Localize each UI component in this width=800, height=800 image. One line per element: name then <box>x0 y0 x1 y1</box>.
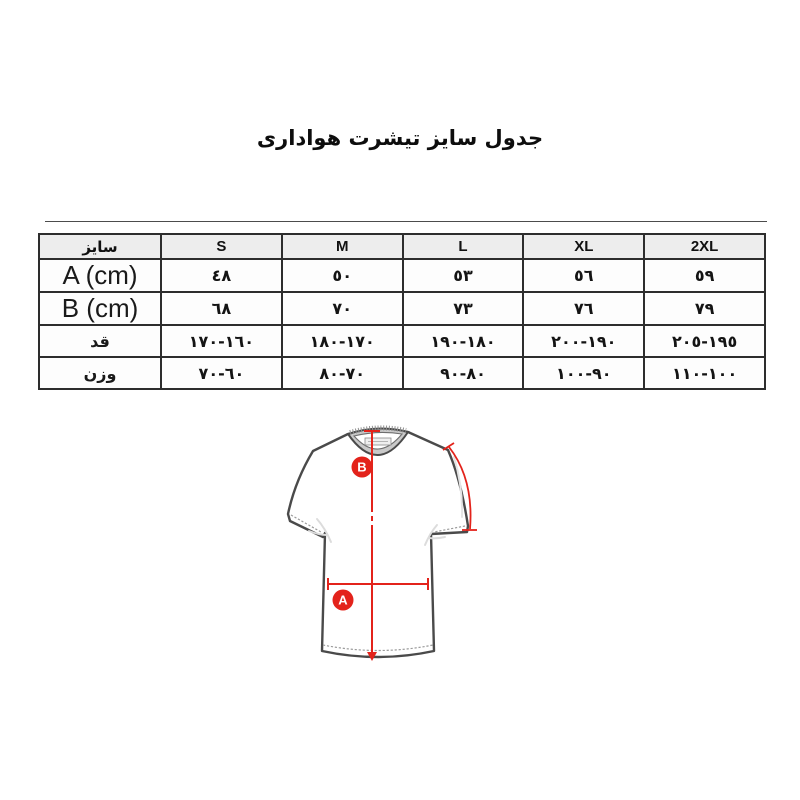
table-row: قد ١٦٠-١٧٠ ١٧٠-١٨٠ ١٨٠-١٩٠ ١٩٠-٢٠٠ ١٩٥-٢٠٥ <box>38 324 766 358</box>
hem-stitching <box>290 514 466 652</box>
sleeve-measurement-curve <box>442 442 477 531</box>
column-header: XL <box>522 233 646 260</box>
tshirt-measurement-diagram: B A <box>286 425 477 661</box>
column-header: S <box>160 233 283 260</box>
size-table-header-row: سایز S M L XL 2XL <box>38 233 766 260</box>
size-value-cell: ١٩٥-٢٠٥ <box>643 324 766 358</box>
tshirt-outline <box>286 428 470 659</box>
size-value-cell: ١٠٠-١١٠ <box>643 356 766 390</box>
column-header: 2XL <box>643 233 766 260</box>
size-value-cell: ٥٦ <box>522 258 646 293</box>
column-header: L <box>401 233 525 260</box>
size-value-cell: ٧٩ <box>643 291 766 326</box>
size-table: سایز S M L XL 2XL A (cm) ٤٨ ٥٠ ٥٣ ٥٦ ٥٩ B (cm) ٦٨ ٧٠ ٧… <box>38 233 766 390</box>
size-value-cell: ١٩٠-٢٠٠ <box>522 324 646 358</box>
table-row: A (cm) ٤٨ ٥٠ ٥٣ ٥٦ ٥٩ <box>38 258 766 293</box>
size-value-cell: ٤٨ <box>160 258 283 293</box>
row-label: B (cm) <box>38 291 162 326</box>
size-value-cell: ٦٨ <box>160 291 283 326</box>
size-value-cell: ٥٩ <box>643 258 766 293</box>
size-value-cell: ٥٣ <box>401 258 525 293</box>
table-row: وزن ٦٠-٧٠ ٧٠-٨٠ ٨٠-٩٠ ٩٠-١٠٠ ١٠٠-١١٠ <box>38 356 766 390</box>
crease-shading <box>308 456 464 546</box>
size-value-cell: ٩٠-١٠٠ <box>522 356 646 390</box>
row-label: وزن <box>38 356 162 390</box>
size-value-cell: ٨٠-٩٠ <box>401 356 525 390</box>
size-value-cell: ٧٣ <box>401 291 525 326</box>
size-value-cell: ١٦٠-١٧٠ <box>160 324 283 358</box>
column-header-size: سایز <box>38 233 162 260</box>
size-value-cell: ١٧٠-١٨٠ <box>280 324 404 358</box>
measurement-line-a <box>327 578 429 590</box>
size-value-cell: ١٨٠-١٩٠ <box>401 324 525 358</box>
marker-b: B <box>351 456 373 478</box>
size-value-cell: ٧٦ <box>522 291 646 326</box>
row-label: A (cm) <box>38 258 162 293</box>
divider-rule <box>45 221 767 222</box>
size-table-body: A (cm) ٤٨ ٥٠ ٥٣ ٥٦ ٥٩ B (cm) ٦٨ ٧٠ ٧٣ ٧٦ ٧٩ قد ١٦٠-١٧… <box>38 258 766 390</box>
size-value-cell: ٦٠-٧٠ <box>160 356 283 390</box>
column-header: M <box>280 233 404 260</box>
size-value-cell: ٧٠-٨٠ <box>280 356 404 390</box>
size-value-cell: ٧٠ <box>280 291 404 326</box>
page-title: جدول سایز تیشرت هواداری <box>256 126 544 150</box>
marker-a: A <box>332 589 354 611</box>
measurement-line-b-arrow <box>367 652 377 661</box>
table-row: B (cm) ٦٨ ٧٠ ٧٣ ٧٦ ٧٩ <box>38 291 766 326</box>
size-table-container: سایز S M L XL 2XL A (cm) ٤٨ ٥٠ ٥٣ ٥٦ ٥٩ B (cm) ٦٨ ٧٠ ٧… <box>38 233 766 390</box>
row-label: قد <box>38 324 162 358</box>
size-value-cell: ٥٠ <box>280 258 404 293</box>
marker-b-letter: B <box>357 460 366 475</box>
marker-a-letter: A <box>338 593 348 608</box>
